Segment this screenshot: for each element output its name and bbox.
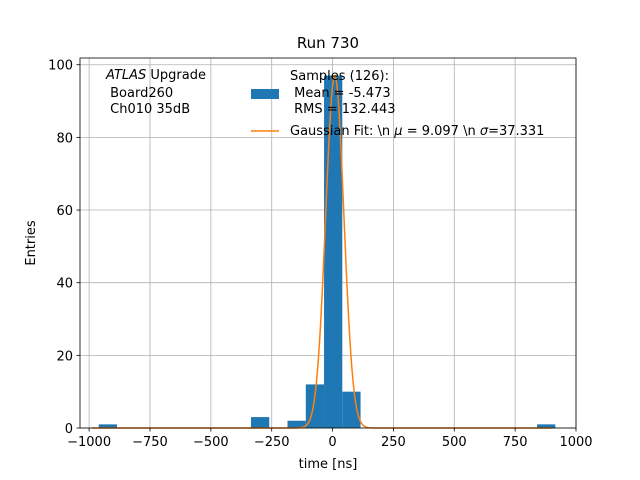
y-tick-label: 0 [65, 422, 73, 437]
x-axis-label: time [ns] [299, 457, 358, 472]
legend-histogram-line-3: RMS = 132.443 [290, 102, 396, 117]
x-tick-label: −1000 [67, 435, 111, 450]
legend-histogram-line-2: Mean = -5.473 [290, 86, 391, 101]
legend-fit-text-c: =37.331 [488, 124, 544, 139]
atlas-label: ATLAS [105, 68, 146, 83]
y-tick-label: 60 [56, 204, 73, 219]
legend-fit-sigma: σ [480, 124, 489, 139]
plot-frame [79, 57, 577, 429]
y-axis-ticks: 0 20 40 60 80 100 [48, 59, 80, 437]
x-axis-ticks: −1000 −750 −500 −250 0 250 500 750 1000 [67, 428, 593, 450]
chart-title: Run 730 [297, 34, 359, 52]
x-tick-label: −250 [254, 435, 290, 450]
x-tick-label: 500 [442, 435, 467, 450]
x-tick-label: 1000 [559, 435, 592, 450]
histogram-bar [537, 424, 556, 428]
legend-fit-text-a: Gaussian Fit: \n [290, 124, 394, 139]
legend: Samples (126): Mean = -5.473 RMS = 132.4… [251, 69, 544, 139]
atlas-annotation-line-2: Board260 [106, 86, 173, 101]
x-tick-label: 750 [503, 435, 528, 450]
upgrade-label: Upgrade [146, 68, 206, 83]
y-axis-label: Entries [24, 220, 39, 266]
legend-histogram-patch [251, 89, 279, 99]
y-tick-label: 40 [56, 277, 73, 292]
y-tick-label: 100 [48, 59, 73, 74]
legend-fit-text-b: = 9.097 \n [403, 124, 480, 139]
histogram-bar [251, 417, 270, 428]
legend-fit-mu: μ [393, 124, 402, 139]
legend-histogram-line-1: Samples (126): [290, 69, 389, 84]
y-tick-label: 20 [56, 349, 73, 364]
x-tick-label: 250 [381, 435, 406, 450]
atlas-annotation: ATLAS Upgrade Board260 Ch010 35dB [105, 68, 206, 117]
histogram-bar [98, 424, 118, 428]
plot-area [79, 57, 577, 429]
y-tick-label: 80 [56, 131, 73, 146]
histogram-bar [287, 420, 306, 428]
atlas-annotation-line-1: ATLAS Upgrade [105, 68, 206, 83]
x-tick-label: −750 [132, 435, 168, 450]
atlas-annotation-line-3: Ch010 35dB [106, 102, 190, 117]
histogram-bar [342, 391, 361, 428]
x-tick-label: −500 [193, 435, 229, 450]
x-tick-label: 0 [328, 435, 336, 450]
legend-fit-label: Gaussian Fit: \n μ = 9.097 \n σ=37.331 [290, 124, 544, 139]
